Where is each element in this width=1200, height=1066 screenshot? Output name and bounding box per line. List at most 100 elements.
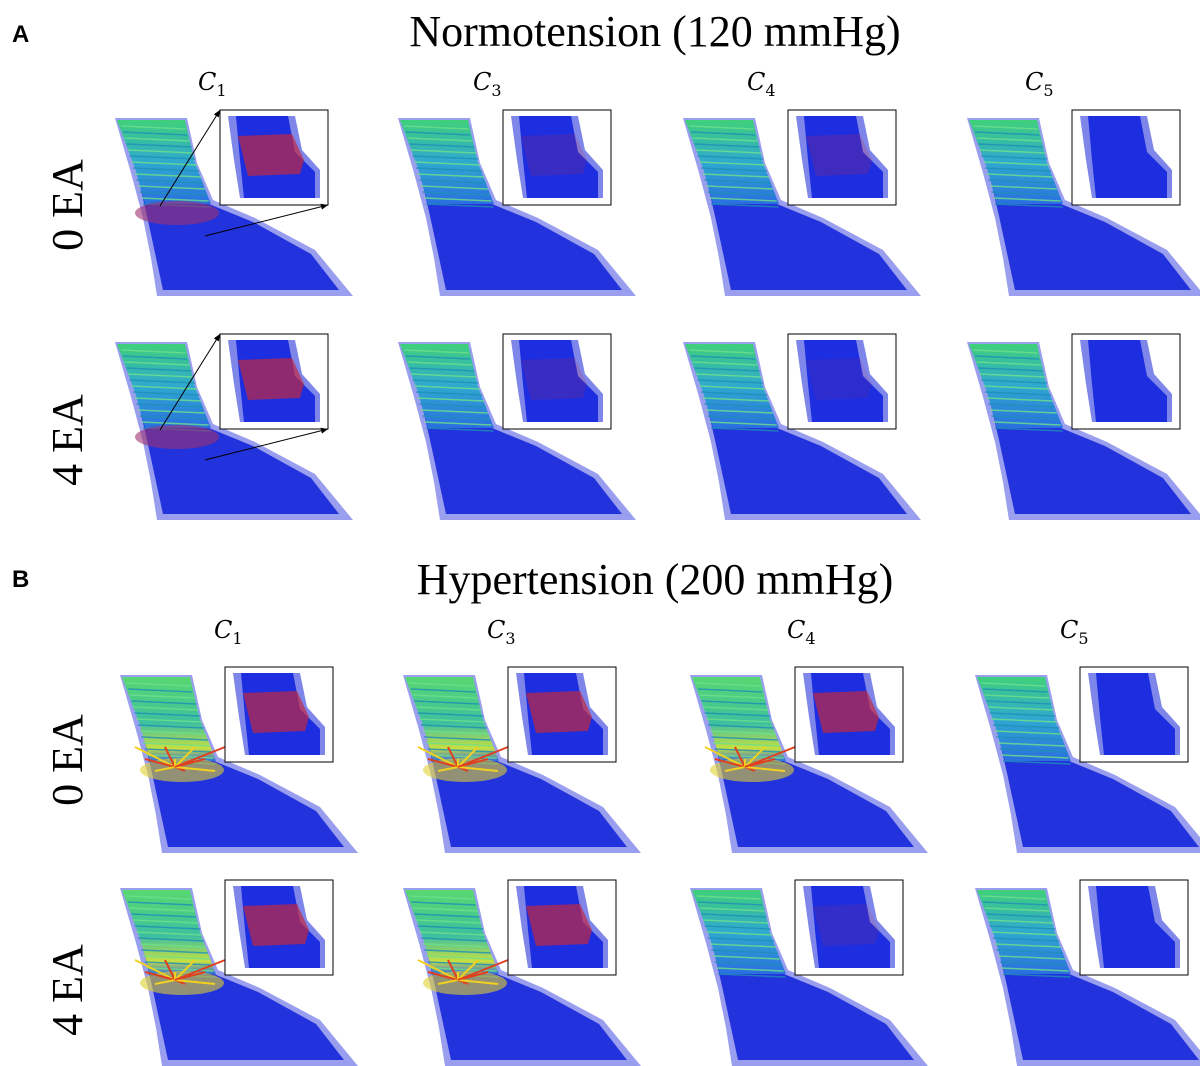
- column-index: 1: [216, 81, 226, 100]
- inset-vessel-lumen: [811, 886, 890, 968]
- row-label: 4 EA: [43, 394, 92, 486]
- inset-damage-region: [806, 358, 872, 400]
- streamline: [417, 173, 484, 178]
- jet-vector: [437, 979, 459, 985]
- streamline: [415, 706, 482, 711]
- streamline: [410, 688, 476, 693]
- streamline: [139, 415, 207, 420]
- streamline: [713, 955, 780, 960]
- streamline: [704, 712, 771, 717]
- jet-vector: [134, 959, 176, 981]
- jet-vector: [174, 979, 216, 985]
- streamline: [986, 397, 1053, 402]
- simulation-view: [398, 109, 636, 296]
- streamline: [707, 937, 775, 942]
- simulation-view: [120, 879, 358, 1066]
- streamline: [690, 355, 756, 360]
- row-label: 0 EA: [43, 159, 92, 251]
- streamline: [129, 694, 195, 699]
- streamline: [429, 967, 497, 972]
- simulation-view: [403, 666, 641, 853]
- streamline: [143, 742, 210, 747]
- streamline: [978, 367, 1044, 372]
- jet-vector: [174, 746, 196, 768]
- streamline: [414, 700, 480, 705]
- inset-damage-region: [526, 904, 592, 946]
- inset-vessel-lumen: [1088, 340, 1167, 422]
- panel-title: Hypertension (200 mmHg): [417, 555, 894, 604]
- jet-vector: [174, 746, 226, 768]
- streamline: [993, 197, 1061, 202]
- streamline: [991, 191, 1059, 196]
- streamline: [984, 694, 1050, 699]
- jet-vector: [744, 766, 786, 772]
- jet-vector: [164, 959, 176, 981]
- streamline: [995, 203, 1063, 208]
- column-index: 5: [1078, 629, 1088, 648]
- streamline: [699, 385, 766, 390]
- streamline: [704, 403, 771, 408]
- inset-damage-region: [238, 134, 304, 176]
- jet-vector: [417, 746, 459, 768]
- streamline: [122, 355, 188, 360]
- streamline: [696, 682, 761, 687]
- jet-vector: [447, 959, 459, 981]
- streamline: [995, 427, 1063, 432]
- streamline: [701, 700, 767, 705]
- column-index: 1: [232, 629, 242, 648]
- inset-vessel-lumen: [1088, 116, 1167, 198]
- streamline: [987, 706, 1054, 711]
- simulation-view: [115, 333, 353, 520]
- streamline: [988, 403, 1055, 408]
- streamline: [143, 955, 210, 960]
- jet-vector: [174, 959, 226, 981]
- simulation-view: [120, 666, 358, 853]
- streamline: [421, 185, 488, 190]
- streamline: [981, 379, 1048, 384]
- streamline: [134, 397, 201, 402]
- streamline: [410, 901, 476, 906]
- simulation-view: [967, 333, 1200, 520]
- streamline: [718, 973, 786, 978]
- streamline: [141, 949, 208, 954]
- jet-vector: [724, 766, 746, 772]
- streamline: [136, 718, 203, 723]
- simulation-view: [967, 109, 1200, 296]
- column-symbol: C: [747, 68, 765, 96]
- streamline: [419, 179, 486, 184]
- streamline: [132, 391, 200, 396]
- jet-vector: [734, 746, 746, 768]
- streamline: [424, 197, 492, 202]
- streamline: [137, 937, 205, 942]
- inset-damage-region: [243, 904, 309, 946]
- streamline: [129, 379, 196, 384]
- streamline: [415, 167, 483, 172]
- streamline: [999, 748, 1067, 753]
- streamline: [426, 427, 494, 432]
- streamline: [131, 913, 197, 918]
- column-label: C5: [1060, 616, 1089, 648]
- panel-title: Normotension (120 mmHg): [409, 7, 900, 56]
- streamline: [707, 724, 775, 729]
- jet-vector: [134, 746, 176, 768]
- inset-damage-region: [813, 691, 879, 733]
- inset-damage-region: [813, 904, 879, 946]
- streamline: [132, 919, 199, 924]
- streamline: [988, 179, 1055, 184]
- streamline: [709, 421, 777, 426]
- streamline: [695, 373, 762, 378]
- streamline: [132, 706, 199, 711]
- streamline: [1001, 754, 1069, 759]
- streamline: [976, 361, 1042, 366]
- simulation-view: [398, 333, 636, 520]
- streamline: [716, 967, 784, 972]
- panel-label: A: [12, 21, 29, 48]
- streamline: [134, 173, 201, 178]
- streamline: [426, 955, 493, 960]
- streamline: [689, 349, 754, 354]
- streamline: [976, 137, 1042, 142]
- streamline: [134, 712, 201, 717]
- streamline: [984, 907, 1050, 912]
- inset-vessel-lumen: [804, 340, 883, 422]
